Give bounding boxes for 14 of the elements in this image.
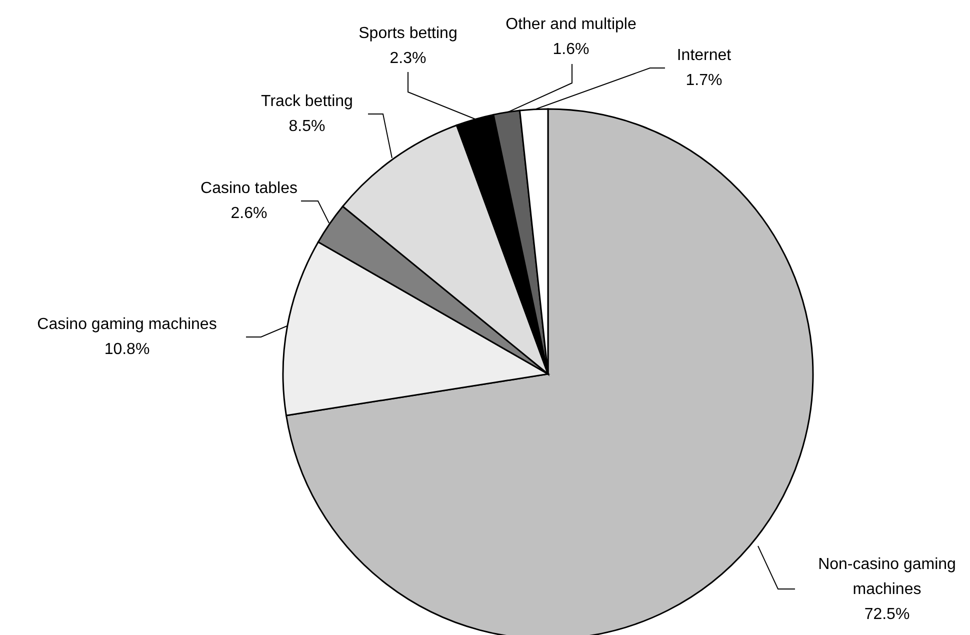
- slice-label: Non-casino gaming machines: [818, 556, 956, 598]
- slice-label: Track betting: [261, 92, 353, 110]
- data-label: 1.7%: [686, 72, 722, 88]
- data-label: 72.5%: [864, 606, 910, 622]
- slice-label: Internet: [676, 46, 732, 64]
- slice-label: Sports betting: [358, 24, 458, 42]
- slice-label: Other and multiple: [506, 16, 636, 32]
- data-label: 10.8%: [104, 340, 150, 358]
- data-label: 8.5%: [288, 118, 326, 134]
- data-label: 2.6%: [230, 204, 268, 222]
- data-label: 2.3%: [390, 50, 426, 66]
- legend-label: Casino gaming machines: [37, 316, 217, 332]
- slice-label: Casino tables: [200, 180, 298, 196]
- data-label: 1.6%: [552, 40, 590, 58]
